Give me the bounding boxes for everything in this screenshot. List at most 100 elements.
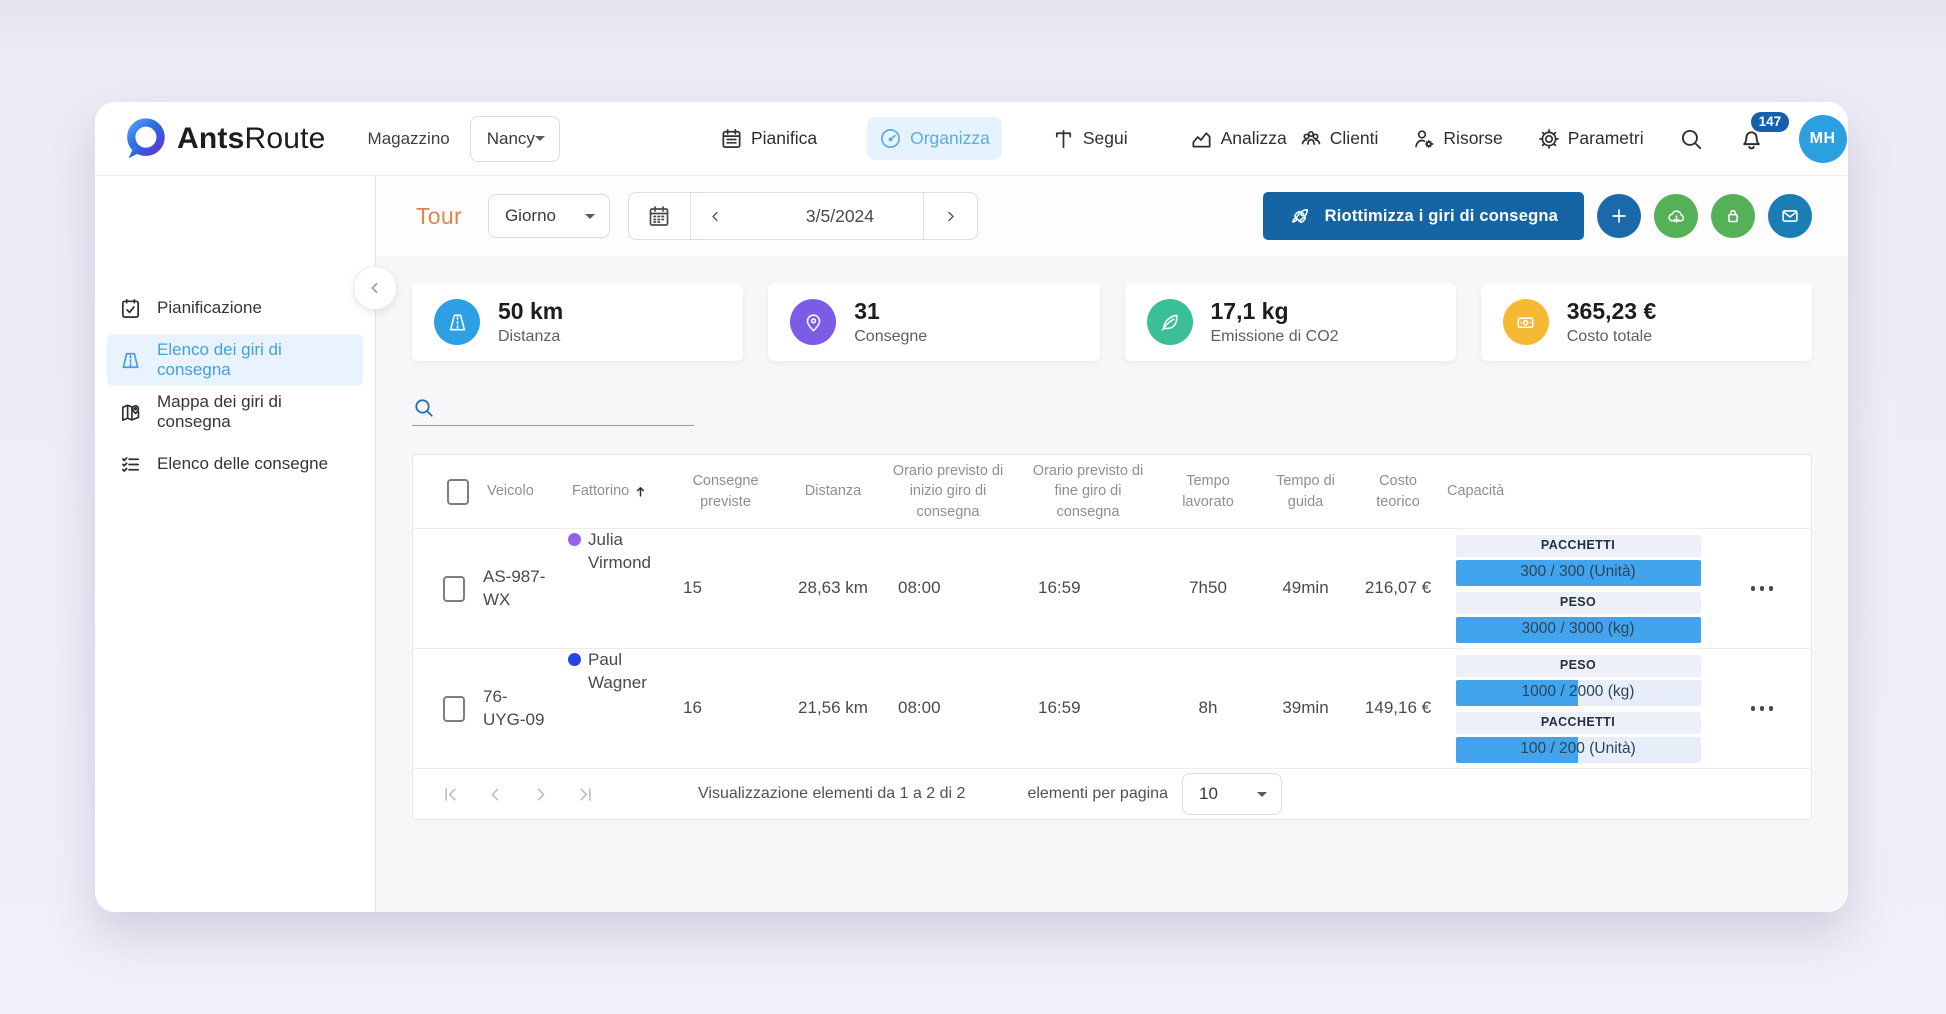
capacity-cell: PACCHETTI 300 / 300 (Unità) PESO (1443, 529, 1713, 648)
stat-card-co2: 17,1 kg Emissione di CO2 (1124, 283, 1456, 361)
nav-link-risorse[interactable]: Risorse (1412, 127, 1503, 151)
mail-button[interactable] (1768, 194, 1812, 238)
nav-link-label: Parametri (1567, 128, 1644, 148)
sidebar-item-elenco-consegne[interactable]: Elenco delle consegne (107, 438, 363, 490)
brand-bold: Ants (177, 121, 245, 155)
navbar-right: Clienti Risorse Parametr (1299, 112, 1847, 163)
row-checkbox[interactable] (443, 575, 465, 602)
user-avatar[interactable]: MH (1798, 114, 1847, 163)
last-page-icon[interactable] (576, 785, 595, 804)
lock-button[interactable] (1711, 194, 1755, 238)
sidebar-item-mappa-giri[interactable]: Mappa dei giri di consegna (107, 386, 363, 438)
nav-link-parametri[interactable]: Parametri (1537, 127, 1644, 151)
driving-time-cell: 49min (1282, 578, 1329, 598)
previous-day-button[interactable] (691, 193, 741, 239)
header-capacity[interactable]: Capacità (1447, 483, 1505, 500)
cloud-download-button[interactable] (1654, 194, 1698, 238)
tab-analizza[interactable]: Analizza (1178, 117, 1299, 160)
stat-label: Distanza (498, 327, 561, 345)
sidebar-collapse-button[interactable] (353, 266, 397, 310)
row-select (413, 529, 483, 648)
add-button[interactable] (1597, 194, 1641, 238)
tab-label: Analizza (1220, 128, 1287, 148)
notifications-bell[interactable]: 147 (1738, 112, 1790, 152)
sidebar-item-pianificazione[interactable]: Pianificazione (107, 282, 363, 334)
page-title: Tour (416, 202, 462, 229)
header-deliveries[interactable]: Consegne previste (692, 473, 759, 510)
bell-icon (1738, 125, 1765, 152)
map-pin-icon (119, 401, 142, 424)
stat-label: Consegne (854, 327, 928, 345)
header-start-time[interactable]: Orario previsto di inizio giro di conseg… (892, 463, 1004, 520)
header-driver[interactable]: Fattorino (568, 455, 663, 528)
stat-texts: 17,1 kg Emissione di CO2 (1211, 298, 1339, 345)
chart-icon (1190, 127, 1213, 150)
first-page-icon[interactable] (441, 785, 460, 804)
per-page-select[interactable]: 10 (1181, 773, 1282, 815)
tab-segui[interactable]: Segui (1040, 117, 1140, 160)
capacity-bar: 1000 / 2000 (kg) (1455, 679, 1701, 706)
search-input[interactable] (446, 394, 694, 420)
capacity-group: PACCHETTI 100 / 200 (Unità) (1455, 711, 1701, 763)
end-time-cell: 16:59 (1038, 698, 1081, 718)
header-driving-time[interactable]: Tempo di guida (1276, 473, 1335, 510)
capacity-label: PESO (1455, 591, 1701, 614)
pagination-info: Visualizzazione elementi da 1 a 2 di 2 (698, 785, 966, 802)
vehicle-cell: AS-987-WX (483, 566, 546, 609)
capacity-bar-fill (1455, 679, 1578, 706)
search-icon[interactable] (1678, 126, 1704, 152)
brand-light: Route (244, 121, 326, 155)
table-search (412, 394, 694, 426)
banknote-icon (1502, 299, 1549, 345)
header-vehicle[interactable]: Veicolo (487, 483, 534, 500)
next-day-button[interactable] (922, 193, 977, 239)
driver-name: Julia Virmond (588, 530, 651, 572)
capacity-group: PESO 3000 / 3000 (kg) (1455, 591, 1701, 643)
calendar-picker-button[interactable] (629, 193, 691, 239)
capacity-cell: PESO 1000 / 2000 (kg) PACCHETTI (1443, 649, 1713, 768)
nav-link-clienti[interactable]: Clienti (1299, 127, 1378, 151)
tab-organizza[interactable]: Organizza (867, 117, 1002, 160)
driver-cell: Paul Wagner (568, 649, 663, 768)
sidebar-item-elenco-giri[interactable]: Elenco dei giri di consegna (107, 334, 363, 386)
tab-pianifica[interactable]: Pianifica (708, 117, 829, 160)
driver-name: Paul Wagner (588, 650, 647, 692)
more-options-icon[interactable] (1743, 698, 1782, 719)
brand-logo[interactable]: AntsRoute (123, 117, 326, 161)
chevron-down-icon (584, 213, 595, 224)
capacity-bar: 3000 / 3000 (kg) (1455, 616, 1701, 643)
warehouse-select[interactable]: Nancy (469, 115, 560, 162)
end-time-cell: 16:59 (1038, 578, 1081, 598)
row-checkbox[interactable] (443, 695, 465, 722)
sidebar: Pianificazione Elenco dei giri di conseg… (95, 176, 376, 912)
per-page-label: elementi per pagina (1027, 785, 1168, 802)
selected-date[interactable]: 3/5/2024 (805, 205, 875, 226)
more-options-icon[interactable] (1743, 578, 1782, 599)
header-cost[interactable]: Costo teorico (1376, 473, 1420, 510)
table-row[interactable]: 76-UYG-09 Paul Wagner 16 21,56 km 08:00 … (413, 649, 1811, 769)
driver-cell: Julia Virmond (568, 529, 663, 648)
header-end-time[interactable]: Orario previsto di fine giro di consegna (1032, 463, 1144, 520)
header-worked-time[interactable]: Tempo lavorato (1182, 473, 1234, 510)
stat-texts: 365,23 € Costo totale (1567, 298, 1657, 345)
leaf-icon (1146, 299, 1193, 345)
reoptimize-button[interactable]: Riottimizza i giri di consegna (1262, 192, 1584, 240)
content-area: Tour Giorno 3/5/2024 (376, 176, 1848, 912)
next-page-icon[interactable] (531, 785, 550, 804)
previous-page-icon[interactable] (486, 785, 505, 804)
period-select[interactable]: Giorno (487, 194, 610, 238)
capacity-bar-fill (1455, 736, 1578, 763)
stat-value: 17,1 kg (1210, 298, 1289, 325)
checklist-icon (119, 453, 142, 476)
header-distance[interactable]: Distanza (804, 483, 862, 500)
capacity-block: PESO 1000 / 2000 (kg) PACCHETTI (1455, 654, 1701, 763)
reoptimize-button-label: Riottimizza i giri di consegna (1324, 206, 1558, 225)
distance-cell: 28,63 km (798, 578, 868, 598)
table-row[interactable]: AS-987-WX Julia Virmond 15 28,63 km 08:0… (413, 529, 1811, 649)
header-actions (1713, 455, 1811, 528)
header-select (413, 455, 483, 528)
stats-row: 50 km Distanza 31 Consegne (412, 283, 1812, 361)
select-all-checkbox[interactable] (447, 478, 469, 505)
stat-card-cost: 365,23 € Costo totale (1480, 283, 1812, 361)
warehouse-select-value: Nancy (486, 128, 535, 148)
